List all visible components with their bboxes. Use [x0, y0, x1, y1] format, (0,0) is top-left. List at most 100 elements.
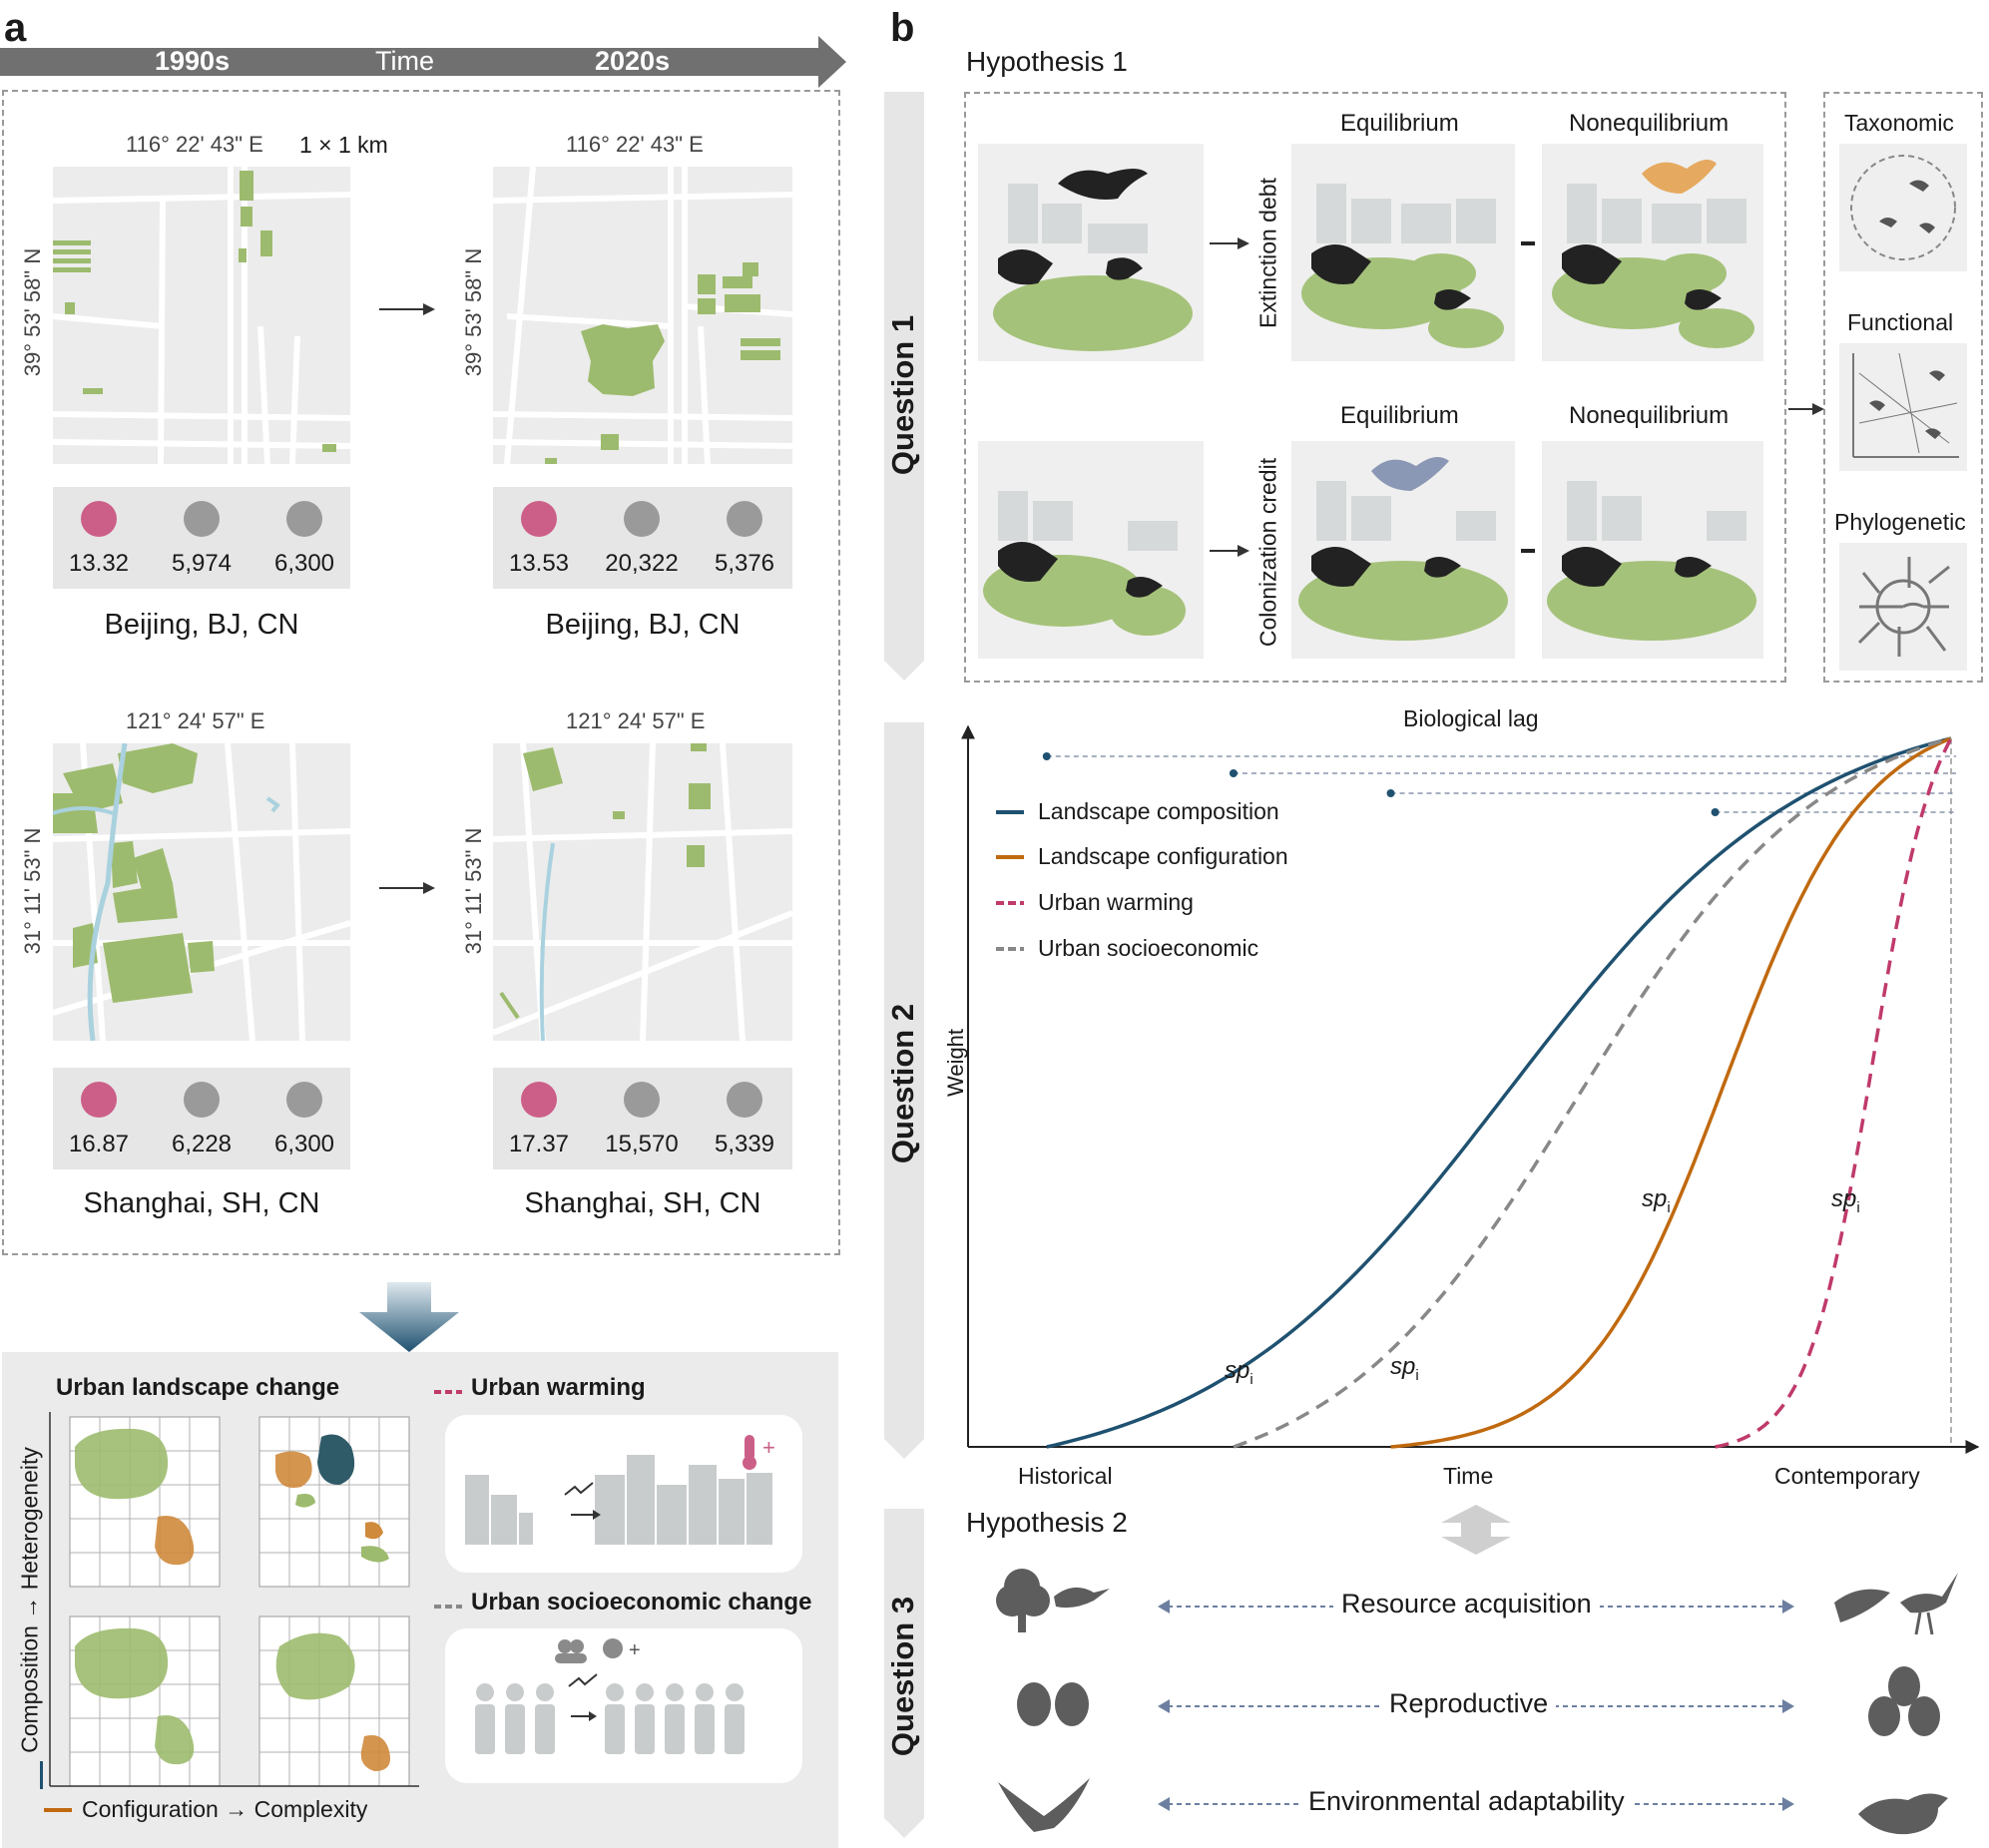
population-value: 20,322	[605, 550, 679, 577]
minus-sign-credit	[1521, 549, 1535, 553]
curve-landscape-configuration	[1390, 736, 1952, 1449]
temperature-value: 16.87	[68, 1131, 130, 1157]
legend-swatch-warming	[996, 901, 1024, 905]
equilibrium-bottom: Equilibrium	[1340, 402, 1459, 429]
minus-sign-debt	[1521, 241, 1535, 245]
timeline-start: 1990s	[155, 46, 231, 76]
temperature-icon	[521, 501, 557, 537]
taxonomic-label: Taxonomic	[1844, 110, 1954, 136]
configuration-swatch	[44, 1808, 72, 1812]
beijing-lat-1990: 39° 53' 58" N	[20, 247, 45, 377]
trait-environmental-adaptability: Environmental adaptability	[1300, 1786, 1633, 1817]
population-icon	[184, 1082, 220, 1118]
shanghai-map-1990	[53, 743, 350, 1041]
beijing-lat-2020: 39° 53' 58" N	[461, 247, 486, 377]
panel-b-letter: b	[890, 6, 915, 50]
credit-equilibrium-scene	[1291, 441, 1515, 659]
shanghai-stats-1990: 16.87 6,228 6,300	[53, 1068, 350, 1169]
svg-text:+: +	[762, 1435, 775, 1460]
credit-arrow	[1210, 545, 1249, 557]
shanghai-lon-2020: 121° 24' 57" E	[566, 708, 706, 733]
population-value: 5,974	[171, 550, 233, 577]
socio-box: +	[445, 1628, 802, 1783]
question-2-label: Question 2	[885, 1003, 920, 1164]
soaring-bird-icon	[998, 1778, 1090, 1832]
timeline-middle: Time	[375, 46, 434, 76]
lag-start-dot	[1042, 752, 1051, 760]
light-value: 6,300	[273, 550, 335, 577]
legend-composition: Landscape composition	[1038, 798, 1279, 824]
beijing-stats-1990: 13.32 5,974 6,300	[53, 487, 350, 589]
phylogenetic-icon	[1839, 543, 1967, 671]
legend-socioeconomic: Urban socioeconomic	[1038, 935, 1259, 961]
hypothesis-2: Hypothesis 2	[966, 1507, 1128, 1538]
curve-urban-socioeconomic	[1233, 736, 1952, 1449]
population-icon	[624, 501, 660, 537]
light-value: 6,300	[273, 1131, 335, 1157]
population-icon	[624, 1082, 660, 1118]
beijing-map-1990	[53, 167, 350, 464]
down-arrow	[359, 1282, 459, 1352]
x-axis-label: Configuration → Complexity	[82, 1796, 368, 1822]
equilibrium-top: Equilibrium	[1340, 110, 1459, 137]
diversity-arrow	[1788, 403, 1824, 415]
shanghai-city-2020: Shanghai, SH, CN	[524, 1187, 761, 1219]
population-value: 6,228	[171, 1131, 233, 1157]
y-axis-label: Composition → Heterogeneity	[16, 1447, 43, 1753]
beijing-lon-2020: 116° 22' 43" E	[566, 132, 704, 157]
population-icon	[184, 501, 220, 537]
scale-label: 1 × 1 km	[299, 132, 388, 158]
colonization-credit-label: Colonization credit	[1254, 457, 1281, 648]
lag-start-dot	[1386, 789, 1395, 797]
socio-title: Urban socioeconomic change	[471, 1589, 812, 1616]
historical-debt-scene	[978, 144, 1204, 361]
lightbulb-icon	[727, 1082, 762, 1118]
functional-icon	[1839, 343, 1967, 471]
temperature-icon	[81, 1082, 117, 1118]
beijing-lon-1990: 116° 22' 43" E	[126, 132, 263, 157]
functional-label: Functional	[1847, 309, 1954, 335]
beijing-city-2020: Beijing, BJ, CN	[545, 609, 741, 641]
diversity-frame	[1823, 92, 1983, 683]
extinction-debt-label: Extinction debt	[1254, 178, 1281, 328]
question-1-label: Question 1	[885, 314, 920, 476]
change-arrow-beijing	[379, 303, 435, 315]
pigeon-icon	[1858, 1793, 1948, 1835]
lightbulb-icon	[286, 501, 322, 537]
credit-nonequilibrium-scene	[1542, 441, 1763, 659]
temperature-icon	[521, 1082, 557, 1118]
y-axis-title: Weight	[943, 1028, 969, 1098]
debt-nonequilibrium-scene	[1542, 144, 1763, 361]
legend-swatch-socioeconomic	[996, 947, 1024, 951]
question-3-label: Question 3	[885, 1596, 920, 1757]
timeline-end: 2020s	[595, 46, 671, 76]
biological-lag-label: Biological lag	[1403, 705, 1539, 731]
shanghai-lon-1990: 121° 24' 57" E	[126, 708, 265, 733]
lightbulb-icon	[727, 501, 762, 537]
population-value: 15,570	[605, 1131, 679, 1157]
nonequilibrium-top: Nonequilibrium	[1569, 110, 1730, 137]
q1-frame	[964, 92, 1786, 683]
shanghai-stats-2020: 17.37 15,570 5,339	[493, 1068, 792, 1169]
maps-frame	[2, 90, 840, 1255]
phylogenetic-label: Phylogenetic	[1834, 509, 1966, 535]
question-bars	[884, 92, 924, 1838]
shanghai-lat-1990: 31° 11' 53" N	[20, 827, 45, 955]
shanghai-lat-2020: 31° 11' 53" N	[461, 827, 486, 955]
nonequilibrium-bottom: Nonequilibrium	[1569, 402, 1730, 429]
lag-start-dot	[1229, 769, 1238, 777]
beijing-stats-2020: 13.53 20,322 5,376	[493, 487, 792, 589]
debt-arrow	[1210, 237, 1249, 249]
temperature-value: 13.32	[68, 550, 130, 577]
shanghai-city-1990: Shanghai, SH, CN	[83, 1187, 320, 1219]
legend-swatch-composition	[996, 810, 1024, 814]
curve-landscape-composition	[1046, 736, 1952, 1449]
temperature-value: 17.37	[508, 1131, 570, 1157]
legend-warming: Urban warming	[1038, 889, 1194, 915]
sp-label-warming: spi	[1831, 1185, 1860, 1216]
warming-title: Urban warming	[471, 1374, 646, 1401]
warming-swatch	[434, 1390, 462, 1394]
legend-configuration: Landscape configuration	[1038, 843, 1288, 869]
panel-a-letter: a	[4, 6, 27, 50]
trait-resource-acquisition: Resource acquisition	[1333, 1589, 1600, 1619]
